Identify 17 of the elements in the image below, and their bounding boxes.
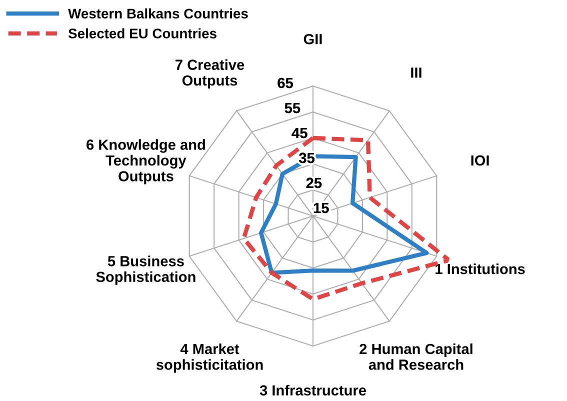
legend-label: Western Balkans Countries <box>68 8 248 19</box>
spoke-label: III <box>411 68 422 78</box>
legend-label: Selected EU Countries <box>68 28 216 38</box>
y-tick-label: 15 <box>314 202 329 214</box>
spoke-label: 3 Infrastructure <box>260 384 366 396</box>
spoke-label: 1 Institutions <box>436 263 525 274</box>
y-tick-label: 55 <box>284 102 300 114</box>
spoke-label: 2 Human Capital and Research <box>360 343 472 370</box>
y-tick-label: 25 <box>306 178 322 188</box>
spoke-label: GII <box>304 34 322 44</box>
spoke-label: 6 Knowledge and Technology Outputs <box>86 139 205 184</box>
y-tick-label: 45 <box>292 128 308 138</box>
spoke-label: 7 Creative Outputs <box>176 59 244 89</box>
spoke-label: 5 Business Sophistication <box>96 256 196 285</box>
y-tick-label: 65 <box>278 78 293 88</box>
spoke-label: IOI <box>471 155 489 166</box>
spoke-label: 4 Market sophisticitation <box>156 343 263 373</box>
